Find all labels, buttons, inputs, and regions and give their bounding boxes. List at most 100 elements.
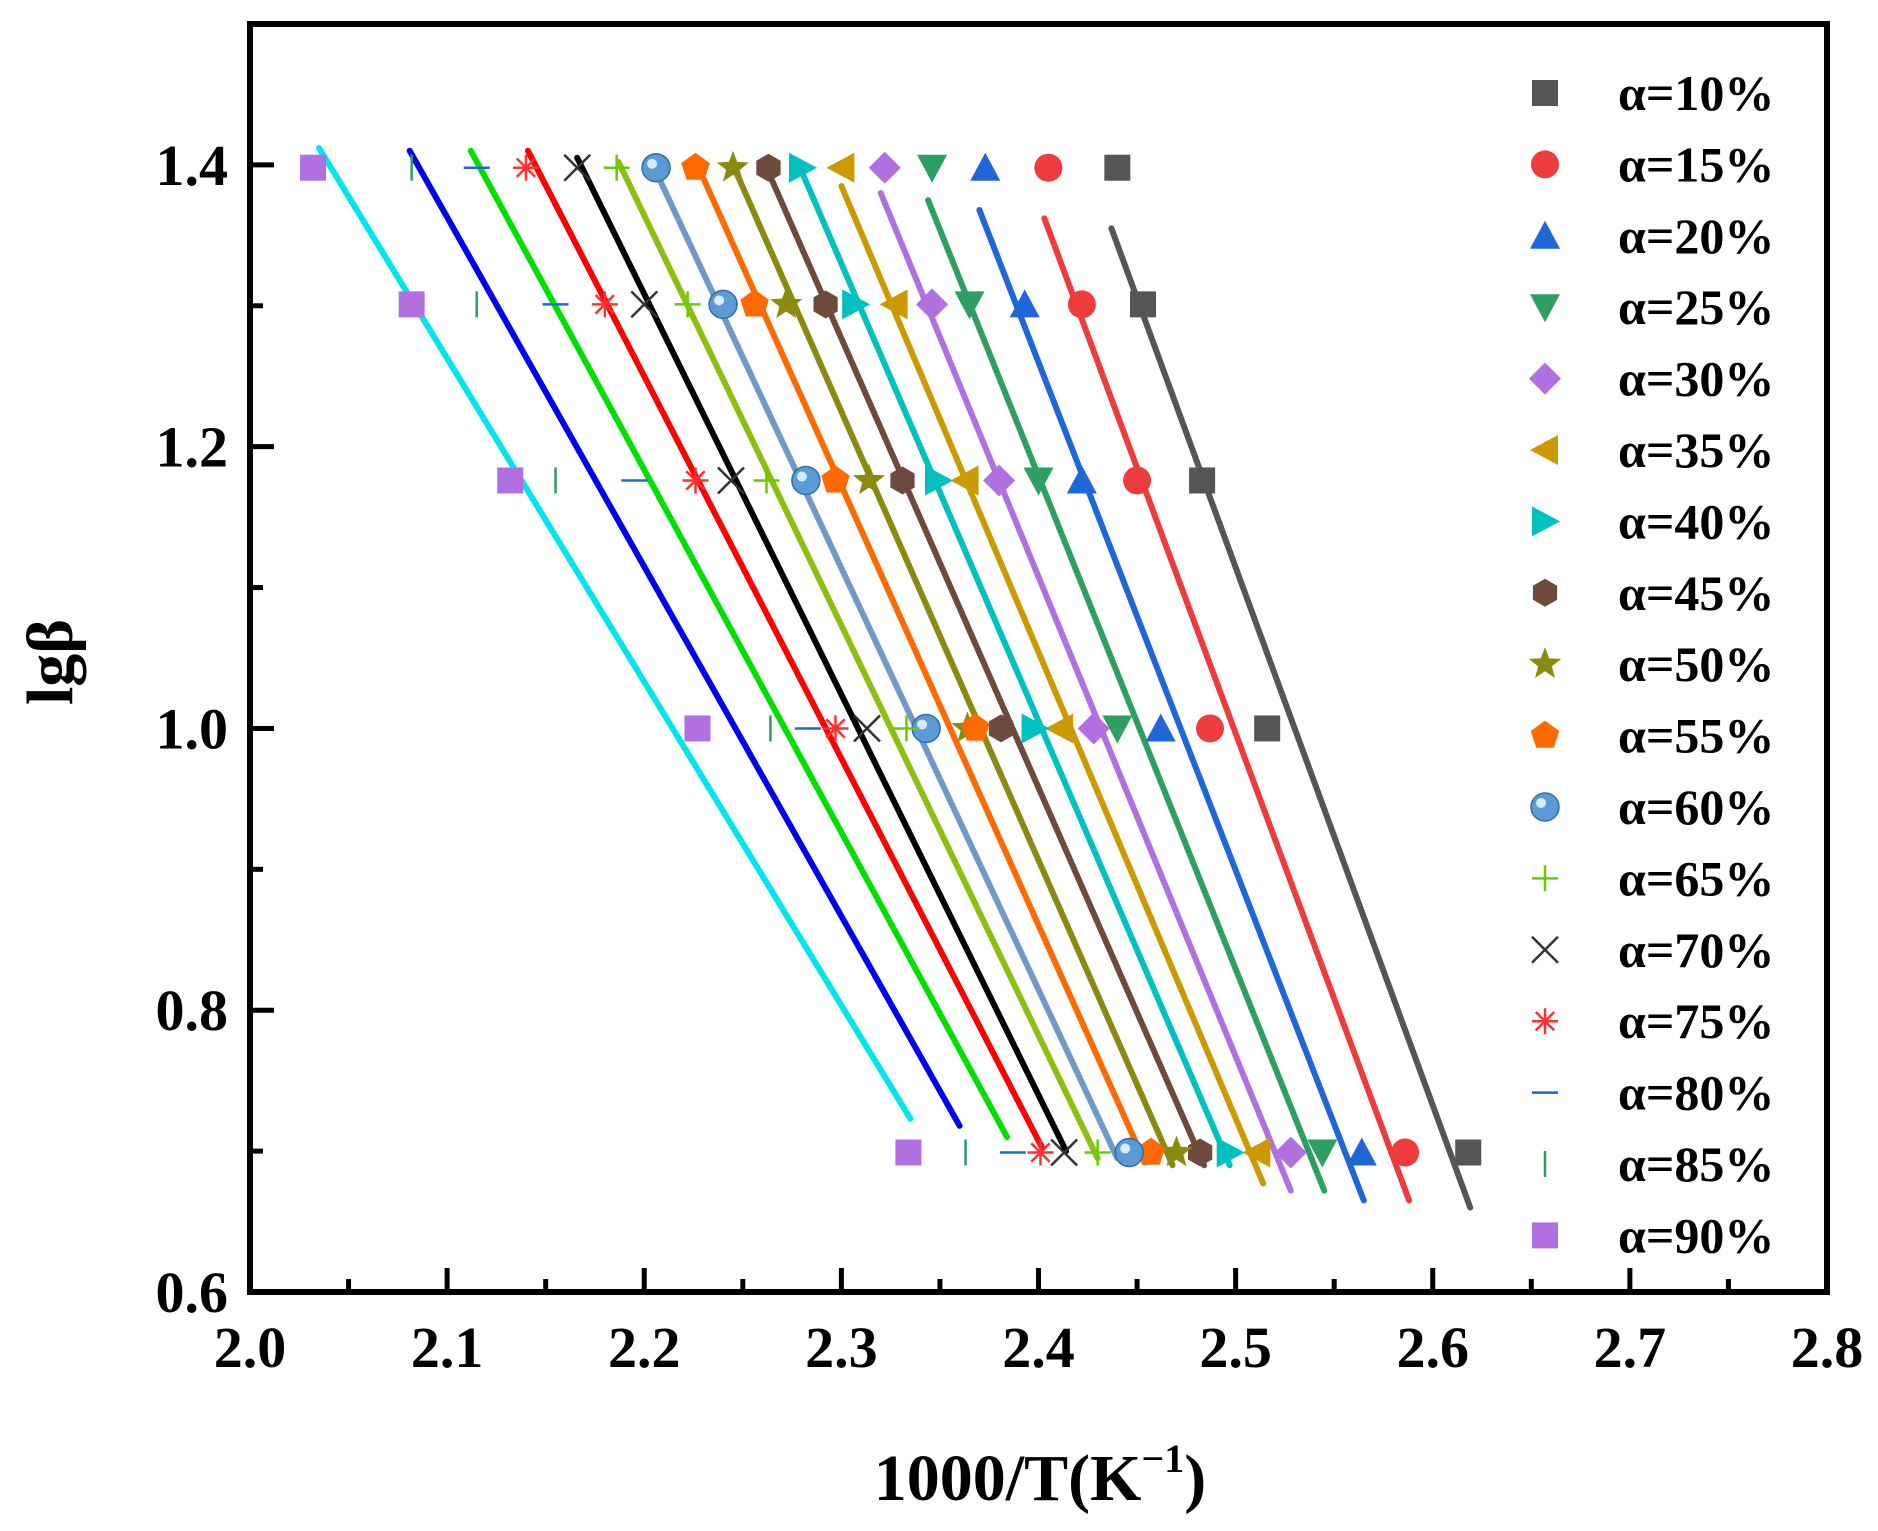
marker-shape	[300, 154, 327, 181]
fit-line	[524, 147, 1046, 1152]
legend-label: α=65%	[1618, 850, 1774, 906]
x-tick-label: 2.6	[1397, 1315, 1470, 1380]
marker-highlight	[714, 295, 725, 306]
marker-shape	[950, 465, 979, 496]
marker-shape	[1532, 578, 1558, 607]
marker-shape	[1102, 715, 1133, 744]
marker-shape	[708, 289, 738, 320]
legend-marker	[1530, 294, 1560, 323]
data-point	[1077, 712, 1110, 745]
marker-shape	[1531, 150, 1559, 179]
data-point	[1023, 467, 1054, 496]
marker-shape	[890, 466, 915, 495]
marker-shape	[954, 291, 985, 320]
marker-shape	[961, 713, 990, 741]
data-point	[1114, 1137, 1144, 1168]
legend-marker	[1530, 435, 1558, 465]
legend-marker	[1531, 935, 1559, 964]
marker-shape	[842, 289, 871, 320]
data-point	[879, 289, 908, 320]
y-tick-label: 1.2	[156, 415, 229, 480]
legend-label: α=10%	[1618, 65, 1774, 121]
marker-shape	[398, 291, 425, 318]
marker-shape	[1530, 220, 1560, 249]
legend-marker	[1532, 865, 1558, 892]
legend-item: α=85%	[1543, 1136, 1774, 1192]
legend-item: α=35%	[1530, 422, 1774, 478]
marker-shape	[826, 152, 855, 183]
marker-shape	[852, 463, 886, 495]
x-axis-title-close: )	[1184, 1442, 1206, 1515]
data-point	[512, 154, 539, 181]
legend-marker	[1530, 220, 1560, 249]
x-axis-title-main: 1000/T(K	[874, 1442, 1142, 1515]
data-point	[1034, 153, 1063, 182]
marker-shape	[1391, 1138, 1420, 1167]
data-point	[1104, 154, 1131, 181]
data-point	[1066, 465, 1097, 494]
legend-label: α=80%	[1618, 1065, 1774, 1121]
marker-shape	[1532, 1222, 1558, 1249]
legend-item: α=40%	[1532, 493, 1774, 549]
marker-shape	[1216, 1137, 1245, 1168]
marker-shape	[988, 714, 1014, 743]
marker-shape	[1532, 80, 1558, 106]
data-point	[788, 152, 817, 183]
marker-shape	[1023, 467, 1054, 496]
x-tick-label: 2.7	[1594, 1315, 1667, 1380]
fit-line	[574, 154, 1070, 1155]
marker-shape	[917, 154, 948, 183]
legend-marker	[1530, 720, 1560, 748]
legend-label: α=30%	[1618, 351, 1774, 407]
legend-label: α=75%	[1618, 993, 1774, 1049]
data-point	[917, 154, 948, 183]
marker-shape	[1034, 153, 1063, 182]
axes-layer: 2.0 2.1 2.2 2.3 2.4 2.5 2.6 2.7 2.8 0.6 0.8 1.0 1.2 1…	[156, 133, 1864, 1380]
legend-marker	[1532, 80, 1558, 106]
marker-shape	[1530, 435, 1558, 465]
marker-shape	[1189, 467, 1216, 494]
marker-shape	[1346, 1137, 1377, 1166]
fit-line	[730, 161, 1176, 1169]
data-point	[868, 151, 901, 184]
legend-item: α=20%	[1530, 208, 1774, 264]
fit-line	[653, 168, 1121, 1162]
data-point	[1455, 1139, 1482, 1166]
data-point	[1123, 466, 1152, 495]
fit-line	[838, 183, 1267, 1187]
data-point	[603, 154, 630, 181]
data-point	[770, 287, 803, 319]
legend-item: α=25%	[1530, 279, 1774, 335]
legend-marker	[1532, 1008, 1558, 1035]
marker-shape	[1242, 1137, 1271, 1168]
fit-line	[976, 207, 1367, 1204]
marker-shape	[1532, 506, 1560, 537]
data-point	[740, 289, 769, 317]
legend-item: α=60%	[1530, 779, 1774, 835]
data-point	[916, 288, 949, 321]
fit-line	[406, 147, 963, 1129]
data-point	[1216, 1137, 1245, 1168]
data-point	[1189, 467, 1216, 494]
marker-shape	[1021, 713, 1050, 744]
marker-shape	[716, 150, 750, 182]
legend-marker	[1530, 792, 1560, 822]
data-point	[1027, 1139, 1054, 1166]
marker-highlight	[917, 719, 928, 730]
marker-shape	[1195, 714, 1224, 743]
marker-shape	[1066, 465, 1097, 494]
data-point	[563, 153, 592, 182]
y-tick-label: 1.4	[156, 133, 229, 198]
data-point	[753, 467, 780, 494]
marker-shape	[1045, 713, 1074, 744]
marker-shape	[1077, 712, 1110, 745]
marker-shape	[1009, 289, 1040, 318]
marker-shape	[1067, 290, 1096, 319]
data-point	[756, 153, 781, 182]
marker-shape	[681, 152, 710, 180]
data-point	[674, 291, 701, 318]
y-tick-label: 0.8	[156, 978, 229, 1043]
marker-highlight	[647, 158, 658, 169]
marker-shape	[563, 153, 592, 182]
